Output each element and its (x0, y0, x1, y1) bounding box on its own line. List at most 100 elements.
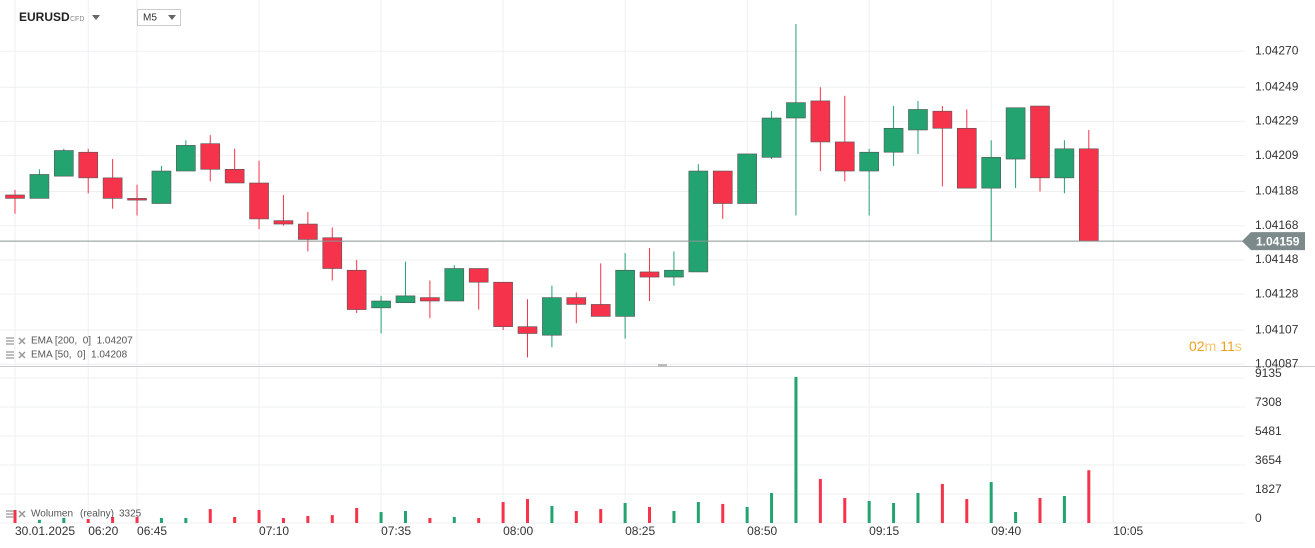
volume-bar (330, 515, 334, 523)
volume-bar (721, 503, 725, 523)
candle-body (298, 223, 318, 240)
indicator-close (18, 351, 26, 359)
candle-body (590, 304, 611, 317)
candle-body (883, 127, 904, 153)
volume-bar (672, 511, 676, 523)
current-price-label: 1.04159 (1256, 234, 1300, 248)
candle-body (127, 198, 147, 201)
candle-body (420, 297, 440, 302)
candle-body (688, 170, 709, 273)
candle-body (859, 151, 879, 172)
volume-bar (233, 516, 237, 523)
volume-bar (501, 502, 505, 523)
x-tick-label: 09:40 (991, 524, 1021, 538)
candle-body (29, 174, 50, 199)
countdown-part: 02 (1189, 338, 1205, 354)
candle-body (346, 269, 367, 310)
symbol[interactable]: EURUSD (19, 10, 70, 24)
symbol-dropdown[interactable] (92, 15, 100, 20)
indicator-label: EMA [50, 0] 1.04208 (31, 350, 128, 361)
candle-body (322, 237, 343, 269)
candle-body (151, 170, 172, 204)
interval[interactable]: M5 (143, 13, 157, 24)
volume-last: 3325 (119, 509, 142, 520)
y-tick-label: 1.04107 (1255, 322, 1299, 336)
candle-body (615, 269, 635, 317)
candle-body (932, 110, 953, 129)
candle-body (54, 150, 74, 177)
y-tick-label: 1.04168 (1255, 218, 1299, 232)
candle-body (249, 182, 269, 220)
volume-bar (281, 518, 285, 523)
volume-bar (916, 493, 920, 523)
volume-bar (623, 503, 627, 523)
volume-bar (843, 498, 847, 523)
x-tick-label: 06:45 (137, 524, 167, 538)
volume-bar (550, 506, 554, 523)
volume-bar (745, 506, 749, 523)
candle-body (5, 194, 25, 199)
candle-body (395, 295, 416, 304)
grid (0, 0, 1245, 524)
x-tick-label: 07:10 (259, 524, 289, 538)
candle-body (224, 169, 245, 184)
volume-label: Wolumen (31, 509, 73, 520)
volume-bar (208, 509, 212, 523)
candle-body (761, 117, 782, 158)
volume-bar (696, 502, 700, 523)
candle-body (786, 102, 806, 119)
pane-handle[interactable] (658, 364, 667, 367)
y-tick-label: 1.04209 (1255, 148, 1299, 162)
y-tick-label: 1.04270 (1255, 43, 1299, 57)
candle-body (810, 100, 831, 143)
candle-body (1079, 148, 1099, 242)
volume-bar (477, 518, 481, 523)
candle-body (102, 177, 123, 199)
candle-body (371, 300, 391, 309)
volume-bar (965, 499, 969, 523)
volume-bar (111, 516, 115, 523)
indicator-icon (6, 337, 14, 345)
interval-box[interactable] (137, 9, 181, 26)
candle-body (908, 109, 928, 131)
volume-bar (37, 519, 41, 523)
symbol-type: CFD (70, 16, 84, 23)
candle-body (176, 145, 196, 172)
volume-bar (818, 479, 822, 523)
candle-body (542, 297, 562, 336)
volume-bar (770, 493, 774, 523)
current-price-tag (1242, 232, 1305, 251)
x-tick-label: 08:25 (625, 524, 655, 538)
x-tick-label: 08:50 (747, 524, 777, 538)
candle-body (566, 297, 587, 305)
y-tick-label: 1.04148 (1255, 252, 1299, 266)
candle-body (78, 151, 99, 179)
candle-body (200, 143, 221, 170)
x-tick-label: 07:35 (381, 524, 411, 538)
volume-tick-label: 0 (1255, 511, 1262, 525)
volume-bar (1062, 496, 1066, 523)
y-tick-label: 1.04128 (1255, 286, 1299, 300)
countdown-part: 11 (1220, 338, 1235, 354)
y-tick-label: 1.04249 (1255, 79, 1299, 93)
volume-bar (184, 518, 188, 523)
candle-body (1005, 107, 1026, 160)
candle-body (834, 141, 855, 172)
volume-bar (648, 506, 652, 523)
indicator-icon (6, 510, 14, 518)
volume-sublabel: (realny) (80, 509, 114, 520)
candle-body (1030, 105, 1050, 179)
x-tick-label: 09:15 (869, 524, 899, 538)
candle-body (664, 269, 684, 278)
volume-bar (428, 518, 432, 523)
interval-dropdown[interactable] (168, 15, 176, 20)
volume-bar (794, 376, 798, 523)
y-tick-label: 1.04087 (1255, 356, 1299, 370)
candle-body (444, 268, 465, 302)
x-tick-label: 30.01.2025 (15, 524, 75, 538)
x-tick-label: 10:05 (1113, 524, 1143, 538)
volume-bar (306, 516, 310, 523)
marks (5, 23, 1099, 523)
volume-bar (940, 483, 944, 523)
candle-body (273, 220, 294, 225)
